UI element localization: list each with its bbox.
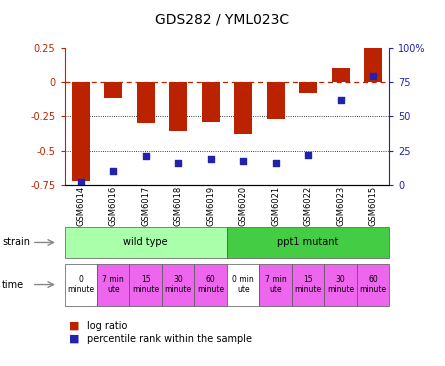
Text: 15
minute: 15 minute bbox=[132, 275, 159, 294]
Point bbox=[175, 160, 182, 166]
Text: ■: ■ bbox=[69, 333, 80, 344]
Text: 7 min
ute: 7 min ute bbox=[265, 275, 287, 294]
Bar bbox=[267, 82, 285, 119]
Point bbox=[337, 97, 344, 103]
Bar bbox=[299, 82, 317, 93]
Bar bbox=[72, 82, 90, 181]
Point bbox=[305, 152, 312, 157]
Point bbox=[272, 160, 279, 166]
Bar bbox=[234, 82, 252, 134]
Bar bbox=[137, 82, 155, 123]
Bar bbox=[104, 82, 122, 98]
Bar bbox=[364, 48, 382, 82]
Bar bbox=[202, 82, 220, 122]
Text: 0 min
ute: 0 min ute bbox=[232, 275, 254, 294]
Text: time: time bbox=[2, 280, 24, 290]
Point bbox=[142, 153, 150, 159]
Text: log ratio: log ratio bbox=[87, 321, 127, 331]
Text: 7 min
ute: 7 min ute bbox=[102, 275, 124, 294]
Bar bbox=[332, 68, 350, 82]
Point bbox=[240, 158, 247, 164]
Text: wild type: wild type bbox=[123, 238, 168, 247]
Text: 60
minute: 60 minute bbox=[360, 275, 387, 294]
Text: percentile rank within the sample: percentile rank within the sample bbox=[87, 333, 252, 344]
Text: 0
minute: 0 minute bbox=[67, 275, 94, 294]
Point bbox=[370, 74, 377, 79]
Text: GDS282 / YML023C: GDS282 / YML023C bbox=[155, 13, 290, 27]
Bar bbox=[169, 82, 187, 131]
Text: 30
minute: 30 minute bbox=[327, 275, 354, 294]
Text: 60
minute: 60 minute bbox=[197, 275, 224, 294]
Text: ppt1 mutant: ppt1 mutant bbox=[278, 238, 339, 247]
Point bbox=[109, 168, 117, 174]
Text: strain: strain bbox=[2, 238, 30, 247]
Point bbox=[77, 179, 85, 185]
Point bbox=[207, 156, 214, 162]
Text: 15
minute: 15 minute bbox=[295, 275, 322, 294]
Text: ■: ■ bbox=[69, 321, 80, 331]
Text: 30
minute: 30 minute bbox=[165, 275, 192, 294]
